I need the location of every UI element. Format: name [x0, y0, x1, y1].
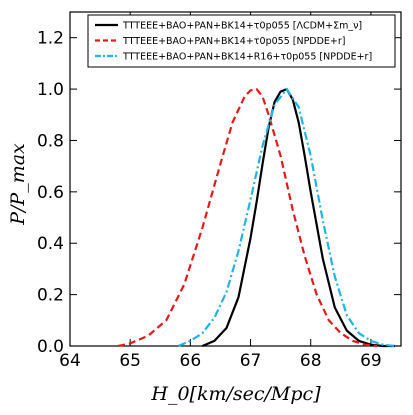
- x-tick-label: 68: [300, 351, 322, 371]
- legend-label-1: TTTEEE+BAO+PAN+BK14+τ0p055 [ΛCDM+Σm_ν]: [122, 21, 362, 32]
- x-tick-label: 66: [180, 351, 202, 371]
- series-line-3: [177, 87, 396, 348]
- legend-label-2: TTTEEE+BAO+PAN+BK14+τ0p055 [NPDDE+r]: [122, 36, 346, 47]
- x-tick-label: 69: [360, 351, 382, 371]
- y-tick-label: 1.0: [37, 80, 64, 100]
- y-axis-label: P/P_max: [7, 143, 29, 226]
- legend: TTTEEE+BAO+PAN+BK14+τ0p055 [ΛCDM+Σm_ν] TT…: [87, 14, 396, 68]
- ticks: 64 65 66 67 68 69 0.0 0.2 0.4 0.6 0.8 1.0 1.2: [37, 12, 401, 371]
- series-lines: [117, 87, 396, 348]
- y-tick-label: 0.0: [37, 337, 64, 357]
- y-tick-label: 0.8: [37, 131, 64, 151]
- legend-label-3: TTTEEE+BAO+PAN+BK14+R16+τ0p055 [NPDDE+r]: [122, 52, 372, 63]
- x-axis-label: H_0[km/sec/Mpc]: [150, 383, 321, 405]
- y-tick-label: 0.6: [37, 183, 64, 203]
- y-tick-label: 1.2: [37, 29, 64, 49]
- x-tick-label: 67: [240, 351, 262, 371]
- x-tick-label: 65: [119, 351, 141, 371]
- x-tick-label: 64: [59, 351, 81, 371]
- legend-box: [87, 14, 396, 68]
- y-tick-label: 0.2: [37, 286, 64, 306]
- plot-frame: [69, 11, 402, 347]
- y-tick-label: 0.4: [37, 234, 64, 254]
- series-line-2: [117, 87, 378, 348]
